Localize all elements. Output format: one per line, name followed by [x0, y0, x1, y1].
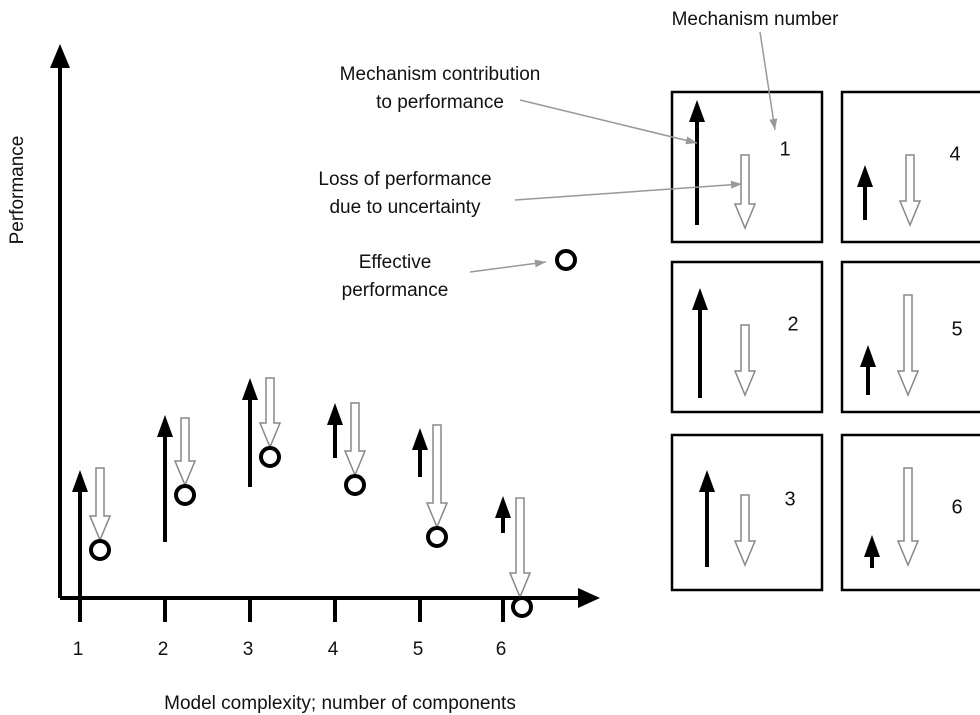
x-axis-label: Model complexity; number of components [164, 693, 516, 714]
mechanism-box [840, 90, 980, 244]
mechanism-number: 5 [951, 318, 962, 340]
mechanism-box [670, 260, 824, 414]
pointer-head [730, 180, 742, 189]
annotation: Mechanism number [672, 9, 840, 30]
pointer-head [685, 136, 697, 145]
arrow-head [860, 345, 876, 367]
loss-arrow [258, 377, 282, 449]
loss-arrow [343, 402, 367, 477]
annotation: Loss of performance [318, 169, 491, 190]
arrow-head [857, 165, 873, 187]
loss-arrow [173, 417, 197, 487]
pointer [759, 31, 776, 131]
x-tick-label: 6 [496, 639, 507, 660]
pointer [514, 183, 743, 201]
loss-arrow [88, 467, 112, 542]
loss-arrow [733, 494, 757, 567]
annotation: to performance [376, 92, 504, 113]
pointer-head [534, 259, 546, 268]
mechanism-number: 6 [951, 496, 962, 518]
arrow-head [327, 403, 343, 425]
arrow-head [692, 288, 708, 310]
mechanism-box [670, 90, 824, 244]
loss-arrow [425, 424, 449, 529]
mechanism-number: 2 [787, 313, 798, 335]
pointer [519, 99, 698, 144]
effective-marker [511, 596, 533, 618]
annotation: performance [342, 280, 449, 301]
annotation: due to uncertainty [329, 197, 481, 218]
arrow-head [699, 470, 715, 492]
x-tick-label: 4 [328, 639, 339, 660]
effective-marker [89, 539, 111, 561]
mechanism-box [670, 433, 824, 592]
effective-marker [344, 474, 366, 496]
arrow-head [689, 100, 705, 122]
mechanism-box [840, 260, 980, 414]
x-axis-head [578, 588, 600, 608]
pointer-head [769, 118, 778, 130]
mechanism-number: 1 [779, 138, 790, 160]
x-tick-label: 2 [158, 639, 169, 660]
loss-arrow [896, 294, 920, 397]
arrow-head [412, 428, 428, 450]
effective-marker [426, 526, 448, 548]
arrow-head [157, 415, 173, 437]
effective-marker [555, 249, 577, 271]
mechanism-number: 3 [784, 488, 795, 510]
arrow-head [72, 470, 88, 492]
annotation: Mechanism contribution [340, 64, 541, 85]
pointer [469, 261, 547, 273]
loss-arrow [898, 154, 922, 227]
x-tick-label: 1 [73, 639, 84, 660]
arrow-head [864, 535, 880, 557]
y-axis-head [50, 44, 70, 68]
mechanism-box [840, 433, 980, 592]
x-tick-label: 3 [243, 639, 254, 660]
loss-arrow [733, 154, 757, 230]
arrow-head [495, 496, 511, 518]
loss-arrow [508, 497, 532, 599]
annotation: Effective [359, 252, 432, 273]
effective-marker [259, 446, 281, 468]
loss-arrow [733, 324, 757, 397]
y-axis-label: Performance [7, 136, 28, 245]
arrow-head [242, 378, 258, 400]
effective-marker [174, 484, 196, 506]
x-tick-label: 5 [413, 639, 424, 660]
mechanism-number: 4 [949, 143, 960, 165]
loss-arrow [896, 467, 920, 567]
